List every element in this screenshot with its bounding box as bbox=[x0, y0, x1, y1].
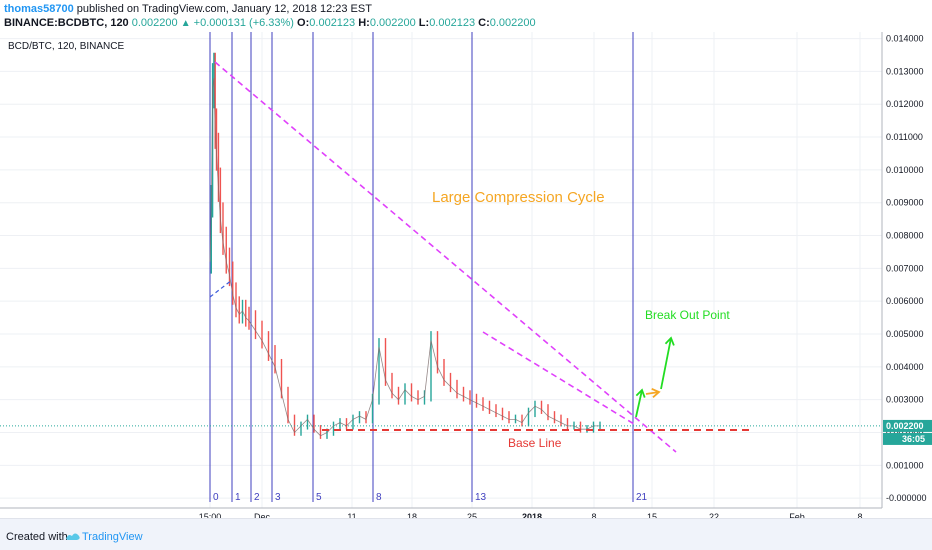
tradingview-logo-icon bbox=[66, 533, 80, 540]
publish-info: thomas58700 published on TradingView.com… bbox=[4, 3, 372, 15]
cycle-label-13: 13 bbox=[475, 492, 487, 503]
price-tick-label: 0.008000 bbox=[886, 231, 924, 241]
price-tick-label: 0.010000 bbox=[886, 165, 924, 175]
chart-background bbox=[0, 32, 932, 518]
open-label: O: bbox=[297, 17, 310, 29]
chart-area[interactable]: 0 1 2 3 5 8 13 21 0.014000 0.013000 0.012000 0.011… bbox=[0, 32, 932, 518]
ohlc-legend: BINANCE:BCDBTC, 120 0.002200 ▲ +0.000131… bbox=[4, 17, 536, 29]
cycle-label-5: 5 bbox=[316, 492, 322, 503]
time-tick-label: 8 bbox=[591, 512, 596, 518]
cycle-label-1: 1 bbox=[235, 492, 241, 503]
time-tick-label: Feb bbox=[789, 512, 805, 518]
open-value: 0.002123 bbox=[309, 17, 356, 29]
close-label: C: bbox=[478, 17, 490, 29]
chart-header: thomas58700 published on TradingView.com… bbox=[0, 0, 932, 32]
high-label: H: bbox=[358, 17, 370, 29]
breakout-arrow-small-head bbox=[635, 388, 646, 398]
tradingview-brand-link[interactable]: TradingView bbox=[82, 531, 143, 543]
price-chart[interactable]: 0 1 2 3 5 8 13 21 0.014000 0.013000 0.012000 0.011… bbox=[0, 32, 932, 518]
breakout-arrow-large-head bbox=[664, 336, 675, 346]
price-tick-label: 0.006000 bbox=[886, 296, 924, 306]
time-tick-label: 15 bbox=[647, 512, 657, 518]
sideways-arrow bbox=[645, 391, 660, 395]
time-tick-label: 8 bbox=[857, 512, 862, 518]
support-ray bbox=[209, 279, 233, 298]
price-series bbox=[0, 52, 882, 439]
last-price: 0.002200 bbox=[131, 17, 178, 29]
time-tick-label: 22 bbox=[709, 512, 719, 518]
price-line bbox=[209, 77, 600, 437]
annotation-base-line: Base Line bbox=[508, 436, 562, 450]
price-tick-label: 0.007000 bbox=[886, 263, 924, 273]
chart-title: BCD/BTC, 120, BINANCE bbox=[8, 41, 124, 52]
grid-lines bbox=[0, 32, 882, 508]
time-tick-label: 18 bbox=[407, 512, 417, 518]
price-tick-label: 0.012000 bbox=[886, 99, 924, 109]
price-tick-label: 0.001000 bbox=[886, 460, 924, 470]
annotation-compression-cycle: Large Compression Cycle bbox=[432, 189, 605, 206]
time-tick-label: 11 bbox=[347, 512, 356, 518]
current-price-badge bbox=[883, 419, 932, 432]
price-tick-label: -0.000000 bbox=[886, 493, 927, 503]
price-tick-label: 0.004000 bbox=[886, 362, 924, 372]
countdown-badge bbox=[883, 432, 932, 445]
price-tick-label: 0.011000 bbox=[886, 132, 923, 142]
author-link[interactable]: thomas58700 bbox=[4, 3, 74, 15]
price-axis[interactable]: 0.014000 0.013000 0.012000 0.011000 0.010000… bbox=[881, 32, 932, 518]
price-tick-label: 0.014000 bbox=[886, 34, 924, 44]
time-tick-label: 25 bbox=[467, 512, 477, 518]
countdown-label: 36:05 bbox=[902, 434, 925, 444]
main-trendline bbox=[214, 61, 677, 453]
sideways-arrow-head bbox=[651, 387, 661, 398]
cycle-label-21: 21 bbox=[636, 492, 648, 503]
time-tick-label: Dec bbox=[254, 512, 271, 518]
high-value: 0.002200 bbox=[369, 17, 416, 29]
low-value: 0.002123 bbox=[429, 17, 476, 29]
time-tick-label: 15:00 bbox=[199, 512, 222, 518]
time-axis[interactable]: 15:00 Dec 11 18 25 2018 8 15 22 Feb 8 bbox=[0, 507, 882, 518]
trend-drawings bbox=[209, 61, 752, 453]
up-arrow-icon: ▲ bbox=[180, 18, 191, 29]
cycle-label-3: 3 bbox=[275, 492, 281, 503]
symbol-label[interactable]: BINANCE:BCDBTC, 120 bbox=[4, 17, 129, 29]
price-tick-label: 0.013000 bbox=[886, 66, 924, 76]
cycle-label-0: 0 bbox=[213, 492, 219, 503]
created-with-text: Created with bbox=[6, 531, 68, 543]
footer-bar: Created with TradingView bbox=[0, 518, 932, 550]
cycle-label-2: 2 bbox=[254, 492, 260, 503]
cycle-label-8: 8 bbox=[376, 492, 382, 503]
price-tick-label: 0.002000 bbox=[886, 427, 924, 437]
close-value: 0.002200 bbox=[489, 17, 536, 29]
price-tick-label: 0.009000 bbox=[886, 198, 924, 208]
published-text: published on TradingView.com, January 12… bbox=[76, 3, 372, 15]
low-label: L: bbox=[418, 17, 430, 29]
breakout-arrow-small bbox=[635, 389, 643, 418]
price-tick-label: 0.005000 bbox=[886, 329, 924, 339]
price-change: +0.000131 (+6.33%) bbox=[193, 17, 294, 29]
annotation-break-out-point: Break Out Point bbox=[645, 308, 730, 322]
breakout-arrow-large bbox=[660, 337, 672, 390]
time-tick-label: 2018 bbox=[522, 512, 542, 518]
current-price-label: 0.002200 bbox=[886, 421, 924, 431]
price-tick-label: 0.003000 bbox=[886, 395, 924, 405]
